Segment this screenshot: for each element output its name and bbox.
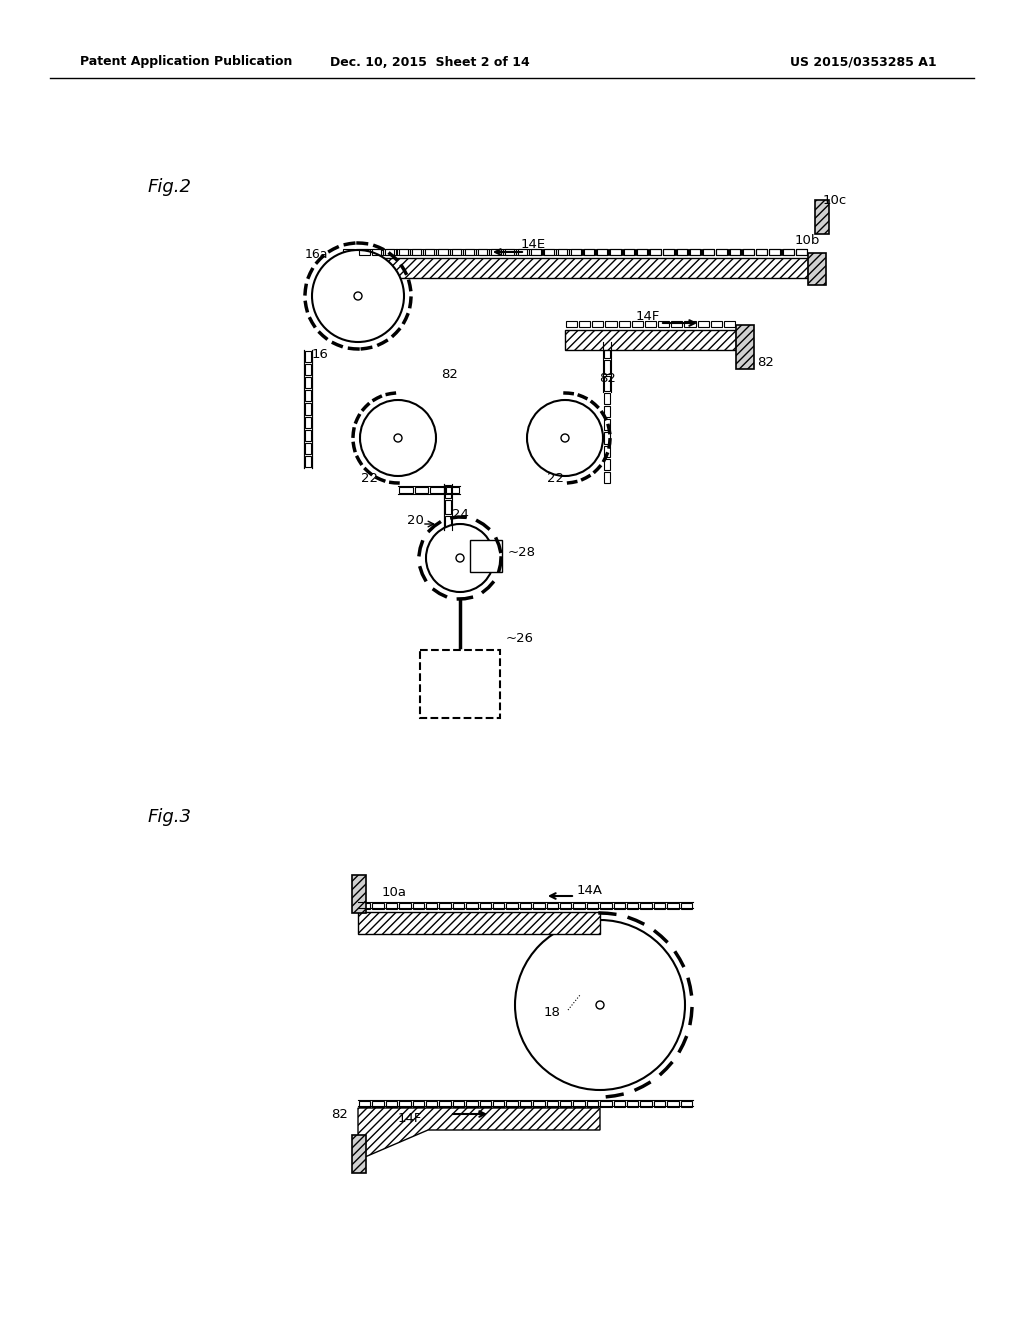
Text: 20: 20: [408, 513, 424, 527]
Text: 18: 18: [543, 1006, 560, 1019]
Text: 10b: 10b: [795, 234, 820, 247]
Text: 82: 82: [331, 1107, 348, 1121]
Bar: [470, 540, 502, 572]
Circle shape: [312, 249, 404, 342]
Text: 22: 22: [361, 471, 379, 484]
Text: 16a: 16a: [304, 248, 328, 261]
Circle shape: [394, 434, 402, 442]
Text: 10a: 10a: [382, 886, 407, 899]
Text: ~28: ~28: [508, 545, 536, 558]
Circle shape: [561, 434, 569, 442]
Circle shape: [596, 1001, 604, 1008]
Text: 10c: 10c: [823, 194, 847, 206]
Text: 82: 82: [600, 371, 616, 384]
Circle shape: [426, 524, 494, 591]
Polygon shape: [358, 912, 600, 935]
Text: Dec. 10, 2015  Sheet 2 of 14: Dec. 10, 2015 Sheet 2 of 14: [330, 55, 529, 69]
Bar: [736, 325, 754, 370]
Text: ~26: ~26: [506, 631, 534, 644]
Circle shape: [515, 920, 685, 1090]
Text: 24: 24: [452, 508, 468, 521]
Bar: [420, 649, 500, 718]
Circle shape: [360, 400, 436, 477]
Text: 22: 22: [548, 471, 564, 484]
Bar: [352, 1135, 366, 1173]
Text: 14E: 14E: [520, 239, 546, 252]
Circle shape: [527, 400, 603, 477]
Text: Patent Application Publication: Patent Application Publication: [80, 55, 293, 69]
Text: 82: 82: [441, 368, 459, 381]
Circle shape: [354, 292, 362, 300]
Polygon shape: [342, 257, 808, 279]
Bar: [352, 875, 366, 913]
Text: 82: 82: [757, 355, 774, 368]
Bar: [808, 253, 826, 285]
Text: Fig.3: Fig.3: [148, 808, 193, 826]
Bar: [815, 201, 829, 234]
Text: 14F: 14F: [636, 309, 660, 322]
Polygon shape: [565, 330, 736, 350]
Text: 14A: 14A: [577, 883, 603, 896]
Circle shape: [456, 554, 464, 562]
Text: 16: 16: [311, 348, 328, 362]
Polygon shape: [358, 1107, 600, 1160]
Text: Fig.2: Fig.2: [148, 178, 193, 195]
Text: 14F: 14F: [398, 1111, 422, 1125]
Text: US 2015/0353285 A1: US 2015/0353285 A1: [790, 55, 937, 69]
